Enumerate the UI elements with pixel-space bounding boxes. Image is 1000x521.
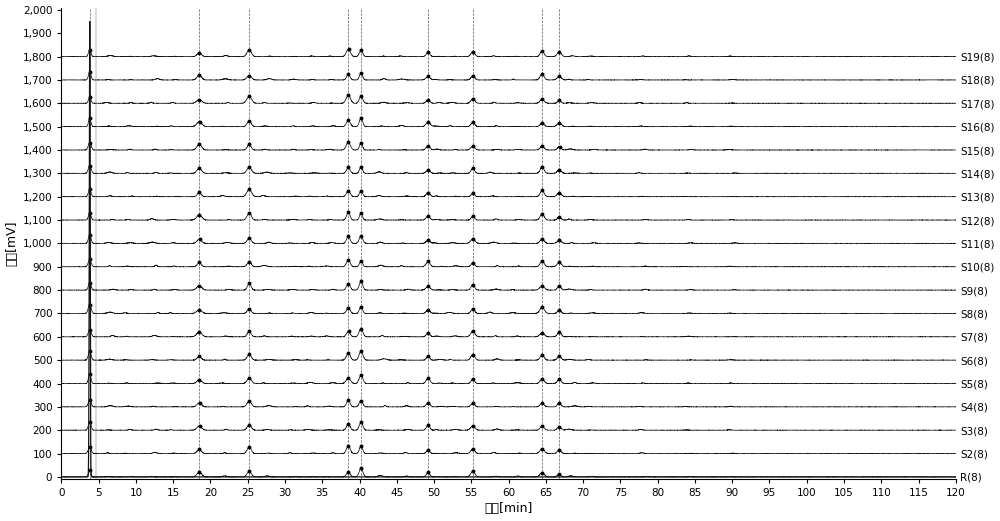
Y-axis label: 信号[mV]: 信号[mV] [6,221,19,266]
X-axis label: 时间[min]: 时间[min] [484,502,533,515]
